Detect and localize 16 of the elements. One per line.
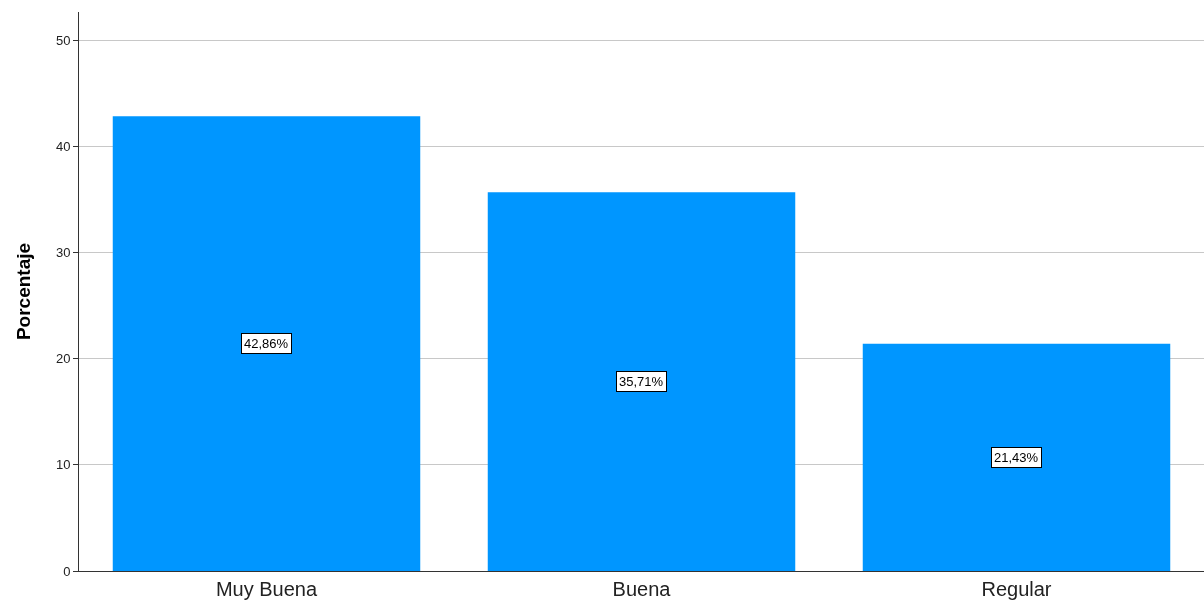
x-tick-label: Regular [981,578,1052,600]
data-label: 42,86% [244,336,289,351]
y-axis-title: Porcentaje [12,242,34,341]
y-tick-label: 0 [63,563,71,579]
y-tick-label: 10 [55,457,71,473]
data-label: 35,71% [619,374,664,389]
y-tick-label: 50 [55,33,71,49]
data-label: 21,43% [994,450,1039,465]
bar [862,343,1171,571]
y-tick-label: 40 [55,139,71,155]
x-tick-label: Muy Buena [215,578,318,600]
bar [112,116,421,571]
y-tick-label: 20 [55,351,71,367]
x-tick-label: Buena [612,578,672,600]
y-tick-label: 30 [55,245,71,261]
bar [487,192,796,571]
